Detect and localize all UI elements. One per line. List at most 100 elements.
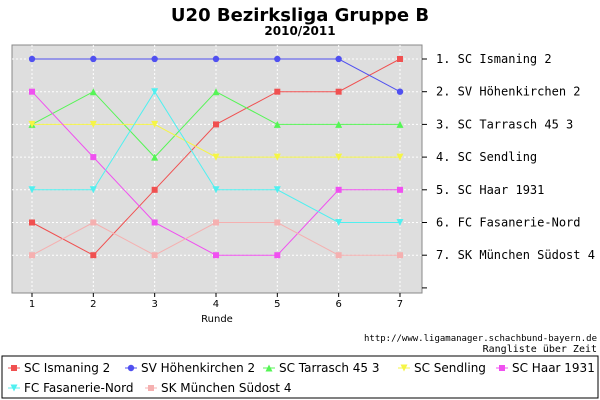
- chart-caption: Rangliste über Zeit: [483, 344, 597, 355]
- x-ticks: 1 2 3 4 5 6 7: [29, 293, 403, 310]
- data-point: [273, 153, 281, 161]
- x-tick-label: 6: [335, 299, 341, 310]
- ranking-label: 2. SV Höhenkirchen 2: [436, 85, 581, 99]
- data-point: [29, 219, 35, 226]
- legend-item[interactable]: SK München Südost 4: [145, 381, 291, 395]
- series-group: [29, 88, 403, 259]
- data-point: [29, 88, 35, 95]
- series-layer: [28, 55, 404, 259]
- legend-marker: [499, 365, 505, 371]
- data-point: [335, 219, 343, 226]
- x-tick-label: 7: [397, 299, 403, 310]
- legend-item[interactable]: SC Tarrasch 45 3: [263, 361, 380, 375]
- data-point: [28, 186, 36, 194]
- data-point: [335, 186, 342, 193]
- ranking-label: 3. SC Tarrasch 45 3: [436, 117, 573, 131]
- data-point: [151, 120, 159, 128]
- legend-marker: [400, 364, 408, 372]
- chart-subtitle: 2010/2011: [264, 24, 335, 38]
- x-tick-label: 2: [90, 299, 96, 310]
- series-group: [28, 88, 404, 161]
- legend-marker: [265, 364, 273, 372]
- data-point: [90, 219, 97, 226]
- legend-label: SC Ismaning 2: [24, 361, 110, 375]
- data-point: [274, 219, 281, 226]
- legend-marker: [11, 365, 17, 371]
- data-point: [274, 55, 281, 63]
- data-point: [151, 252, 158, 259]
- legend-label: SK München Südost 4: [161, 381, 291, 395]
- ranking-label: 7. SK München Südost 4: [436, 248, 595, 262]
- series-group: [29, 56, 403, 259]
- series-group: [29, 219, 403, 259]
- data-point: [396, 56, 403, 62]
- data-point: [335, 88, 342, 95]
- x-tick-label: 5: [274, 299, 280, 310]
- legend-item[interactable]: FC Fasanerie-Nord: [8, 381, 133, 395]
- ranking-label: 6. FC Fasanerie-Nord: [436, 216, 581, 230]
- legend-item[interactable]: SC Sendling: [398, 361, 486, 375]
- data-point: [89, 186, 97, 194]
- legend-item[interactable]: SC Haar 1931: [496, 361, 595, 375]
- legend-item[interactable]: SC Ismaning 2: [8, 361, 110, 375]
- source-url: http://www.ligamanager.schachbund-bayern…: [364, 334, 597, 344]
- legend-label: SC Sendling: [414, 361, 486, 375]
- data-point: [274, 252, 281, 259]
- ranking-label: 4. SC Sendling: [436, 150, 537, 164]
- rank-ticks: [422, 58, 427, 289]
- data-point: [90, 154, 97, 161]
- data-point: [396, 252, 403, 259]
- data-point: [151, 55, 158, 63]
- series-group: [28, 55, 404, 95]
- data-point: [90, 252, 97, 259]
- legend-item[interactable]: SV Höhenkirchen 2: [125, 361, 255, 375]
- data-point: [151, 153, 159, 161]
- data-point: [274, 88, 281, 95]
- x-tick-label: 1: [29, 299, 35, 310]
- ranking-label: 1. SC Ismaning 2: [436, 52, 552, 66]
- data-point: [212, 55, 220, 63]
- data-point: [212, 186, 220, 194]
- series-group: [28, 88, 404, 226]
- legend-marker: [148, 385, 154, 391]
- data-point: [151, 219, 158, 226]
- x-axis-label: Runde: [201, 314, 233, 325]
- data-point: [396, 88, 404, 95]
- legend[interactable]: SC Ismaning 2 SV Höhenkirchen 2 SC Tarrasc…: [8, 361, 595, 395]
- data-point: [28, 55, 36, 63]
- ranking-labels: 1. SC Ismaning 2 2. SV Höhenkirchen 2 3. S…: [436, 52, 595, 262]
- data-point: [151, 186, 158, 193]
- data-point: [28, 120, 36, 128]
- data-point: [335, 120, 343, 128]
- data-point: [151, 88, 159, 96]
- chart-title: U20 Bezirksliga Gruppe B: [171, 5, 429, 26]
- data-point: [335, 252, 342, 259]
- data-point: [90, 55, 97, 63]
- data-point: [212, 153, 220, 161]
- data-point: [335, 153, 343, 161]
- data-point: [273, 186, 281, 194]
- legend-box: [1, 355, 599, 399]
- data-point: [273, 120, 281, 128]
- ranking-label: 5. SC Haar 1931: [436, 183, 544, 197]
- data-point: [89, 88, 97, 96]
- legend-label: FC Fasanerie-Nord: [24, 381, 133, 395]
- data-point: [396, 153, 404, 161]
- legend-label: SC Haar 1931: [512, 361, 595, 375]
- data-point: [212, 219, 219, 226]
- data-point: [335, 55, 342, 63]
- series-group: [28, 120, 404, 161]
- x-tick-label: 4: [213, 299, 219, 310]
- data-point: [89, 120, 97, 128]
- plot-area: [11, 44, 423, 294]
- data-point: [29, 252, 35, 259]
- data-point: [212, 121, 219, 128]
- legend-label: SC Tarrasch 45 3: [279, 361, 380, 375]
- data-point: [396, 219, 404, 226]
- data-point: [396, 120, 404, 128]
- legend-marker: [10, 384, 18, 392]
- data-point: [396, 186, 403, 193]
- legend-label: SV Höhenkirchen 2: [141, 361, 255, 375]
- x-tick-label: 3: [151, 299, 157, 310]
